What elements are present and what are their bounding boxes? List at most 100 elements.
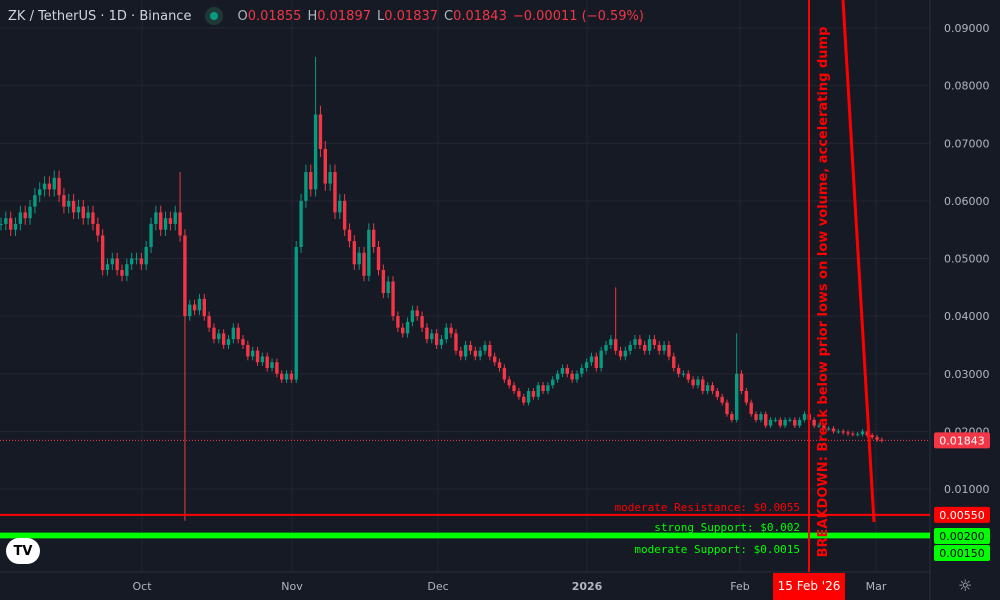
open-value: 0.01855 xyxy=(247,8,302,24)
candle-body xyxy=(483,344,487,351)
candle-body xyxy=(594,356,599,368)
candle-body xyxy=(154,212,158,224)
candle-body xyxy=(371,229,376,247)
candle-body xyxy=(115,258,119,271)
candle-body xyxy=(28,206,32,219)
candle-body xyxy=(855,434,860,436)
moderate-support-label: moderate Support: $0.0015 xyxy=(634,543,800,556)
candle-body xyxy=(628,344,632,351)
candle-body xyxy=(609,339,613,345)
candle-body xyxy=(560,367,565,374)
candle-body xyxy=(289,373,294,380)
candle-body xyxy=(764,414,768,426)
candle-body xyxy=(459,350,463,357)
candle-body xyxy=(18,212,23,224)
candle-body xyxy=(657,344,661,351)
candle-body xyxy=(643,344,647,351)
candle-body xyxy=(836,431,841,433)
current-price-tag: 0.01843 xyxy=(939,434,985,447)
candle-body xyxy=(347,229,352,242)
candle-body xyxy=(478,350,482,357)
candle-body xyxy=(81,206,85,219)
high-value: 0.01897 xyxy=(317,8,371,24)
candle-body xyxy=(401,327,405,334)
candle-body xyxy=(139,258,144,265)
candle-body xyxy=(415,310,419,317)
price-tick-label: 0.09000 xyxy=(944,22,990,35)
candle-body xyxy=(575,373,579,380)
candle-body xyxy=(47,183,52,190)
candle-body xyxy=(221,333,226,345)
candle-body xyxy=(217,333,221,340)
candle-body xyxy=(381,270,386,294)
candle-body xyxy=(144,246,148,265)
candle-body xyxy=(599,350,603,368)
candle-body xyxy=(96,223,100,236)
candle-body xyxy=(13,223,18,230)
candle-body xyxy=(110,258,115,265)
candle-body xyxy=(783,419,787,426)
candle-body xyxy=(667,344,671,357)
candle-body xyxy=(313,114,318,190)
candle-body xyxy=(173,212,177,224)
market-status-icon xyxy=(205,7,224,25)
candle-body xyxy=(618,350,623,357)
candle-body xyxy=(192,304,197,311)
resistance-tag: 0.00550 xyxy=(939,509,985,522)
breakdown-trend-line xyxy=(841,0,876,523)
settings-gear-icon[interactable]: ☼ xyxy=(958,576,973,595)
candle-body xyxy=(875,437,879,440)
resistance-tag-bg xyxy=(934,506,990,523)
candle-body xyxy=(638,339,642,345)
candle-body xyxy=(357,252,361,265)
candle-body xyxy=(57,177,61,196)
high-label: H xyxy=(307,8,318,24)
candle-body xyxy=(492,356,497,363)
candle-body xyxy=(309,172,313,190)
candle-body xyxy=(633,339,637,345)
candle-body xyxy=(420,316,424,328)
candle-body xyxy=(168,218,173,224)
candle-body xyxy=(754,414,758,420)
price-tick-label: 0.05000 xyxy=(944,253,990,266)
price-tick-label: 0.01000 xyxy=(944,483,990,496)
candle-body xyxy=(512,385,516,392)
candle-body xyxy=(294,246,298,380)
candle-body xyxy=(67,200,71,207)
candle-body xyxy=(473,350,478,357)
candle-body xyxy=(188,304,192,317)
candle-body xyxy=(125,264,129,276)
candle-body xyxy=(676,367,681,374)
candle-body xyxy=(396,316,400,328)
candle-body xyxy=(826,428,831,430)
candle-body xyxy=(183,235,187,317)
candle-body xyxy=(386,281,390,294)
candle-body xyxy=(42,183,47,190)
candle-body xyxy=(759,414,763,420)
candle-body xyxy=(410,310,415,322)
candle-body xyxy=(134,258,139,260)
candle-body xyxy=(163,218,168,230)
candle-body xyxy=(705,385,710,392)
candle-body xyxy=(367,229,371,276)
candle-body xyxy=(255,350,260,363)
highlight-date-tag-bg xyxy=(773,573,845,600)
candle-body xyxy=(250,350,255,357)
candle-body xyxy=(734,373,739,420)
candle-body xyxy=(71,200,76,213)
candle-body xyxy=(517,391,521,397)
candle-body xyxy=(449,327,453,334)
tradingview-logo[interactable]: TV xyxy=(6,538,40,564)
symbol-title[interactable]: ZK / TetherUS · 1D · Binance xyxy=(8,8,192,24)
candle-body xyxy=(555,373,560,380)
candle-body xyxy=(468,344,473,351)
candle-body xyxy=(52,177,56,190)
candle-body xyxy=(846,432,850,434)
candle-body xyxy=(710,385,715,392)
candle-body xyxy=(526,391,531,403)
candle-body xyxy=(681,373,686,375)
price-tick-label: 0.06000 xyxy=(944,195,990,208)
candle-body xyxy=(488,344,492,357)
